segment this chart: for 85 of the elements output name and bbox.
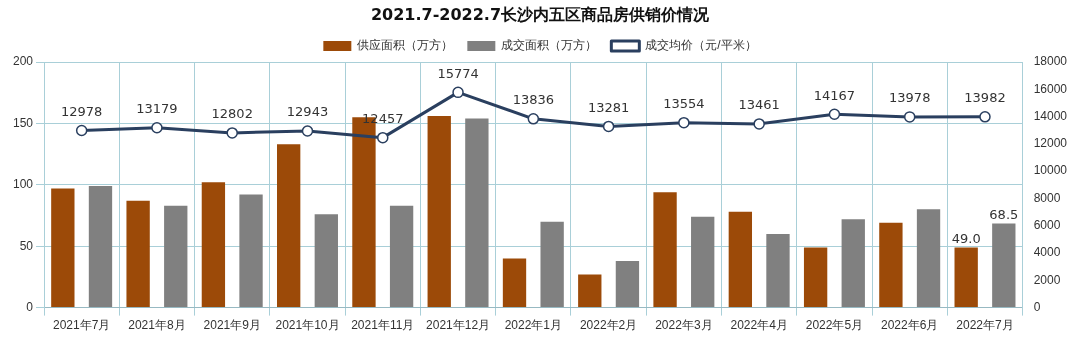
point [75, 124, 88, 137]
bar [691, 216, 715, 308]
bar [314, 214, 338, 308]
data-label: 13461 [738, 97, 780, 113]
bar [277, 144, 301, 308]
data-label: 13836 [512, 92, 555, 108]
x-tick-label: 2022年7月 [956, 318, 1014, 333]
bar [51, 188, 75, 308]
legend-label: 供应面积（万方） [357, 38, 454, 53]
data-label: 12978 [60, 103, 103, 119]
bar [126, 200, 150, 308]
bar [239, 194, 263, 308]
y2-tick-label: 0 [1033, 299, 1041, 314]
point [678, 116, 690, 129]
bar [916, 209, 941, 308]
bar [164, 205, 188, 308]
y2-tick-label: 16000 [1033, 81, 1068, 96]
bar [766, 233, 790, 308]
point [903, 111, 916, 123]
bar [578, 274, 602, 308]
x-tick-label: 2021年9月 [203, 318, 261, 333]
y2-tick-label: 2000 [1033, 272, 1061, 287]
point [527, 113, 540, 125]
y-tick-label: 150 [12, 115, 34, 130]
data-label: 14167 [813, 87, 856, 103]
point [377, 131, 389, 144]
point [151, 122, 163, 134]
point [979, 111, 991, 123]
point [753, 118, 765, 130]
y2-tick-label: 18000 [1033, 54, 1068, 69]
x-tick-label: 2022年5月 [805, 318, 864, 333]
data-label: 13982 [964, 90, 1006, 106]
y-tick-label: 100 [12, 177, 34, 192]
bar [841, 219, 865, 308]
x-tick-label: 2022年1月 [504, 318, 563, 333]
bar [465, 118, 489, 308]
point [226, 127, 238, 139]
data-label: 13554 [663, 96, 705, 112]
y2-tick-label: 10000 [1033, 163, 1068, 178]
data-label: 49.0 [951, 230, 981, 246]
data-label: 13978 [889, 90, 931, 106]
bar [389, 205, 414, 308]
data-label: 12802 [211, 106, 253, 122]
bar [540, 221, 564, 308]
legend-label: 成交面积（万方） [501, 38, 598, 53]
bar [728, 211, 753, 308]
data-label: 68.5 [989, 206, 1019, 222]
bar [803, 247, 828, 308]
x-tick-label: 2021年11月 [351, 318, 415, 333]
data-label: 13179 [136, 101, 178, 117]
y2-tick-label: 12000 [1033, 136, 1068, 151]
point [828, 108, 841, 121]
x-tick-label: 2021年10月 [275, 318, 340, 333]
y-tick-label: 0 [26, 299, 34, 314]
bar [201, 182, 226, 308]
y2-tick-label: 14000 [1033, 108, 1068, 123]
x-tick-label: 2022年2月 [579, 318, 638, 333]
bar [954, 247, 978, 308]
bar [502, 258, 527, 308]
point [602, 120, 615, 133]
chart-title: 2021.7-2022.7长沙内五区商品房供销价情况 [369, 4, 711, 26]
bar [427, 116, 451, 308]
x-tick-label: 2022年4月 [730, 318, 788, 333]
y2-tick-label: 8000 [1033, 190, 1061, 205]
data-label: 13281 [587, 99, 630, 115]
bar [653, 192, 677, 308]
point [452, 86, 464, 99]
x-tick-label: 2022年3月 [655, 318, 713, 333]
bar [88, 186, 113, 308]
data-label: 12943 [286, 104, 329, 120]
bar [992, 223, 1016, 308]
y-tick-label: 50 [19, 238, 34, 253]
legend-label: 成交均价（元/平米） [645, 38, 757, 53]
bar [879, 222, 903, 308]
data-label: 15774 [437, 65, 479, 81]
data-label: 12457 [362, 111, 404, 127]
point [301, 125, 314, 137]
bar [615, 260, 640, 308]
x-tick-label: 2021年8月 [128, 318, 186, 333]
x-tick-label: 2021年7月 [52, 318, 111, 333]
x-tick-label: 2021年12月 [426, 318, 491, 333]
y-tick-label: 200 [12, 54, 34, 69]
y2-tick-label: 4000 [1033, 245, 1061, 260]
x-tick-label: 2022年6月 [881, 318, 939, 333]
y2-tick-label: 6000 [1033, 218, 1061, 233]
